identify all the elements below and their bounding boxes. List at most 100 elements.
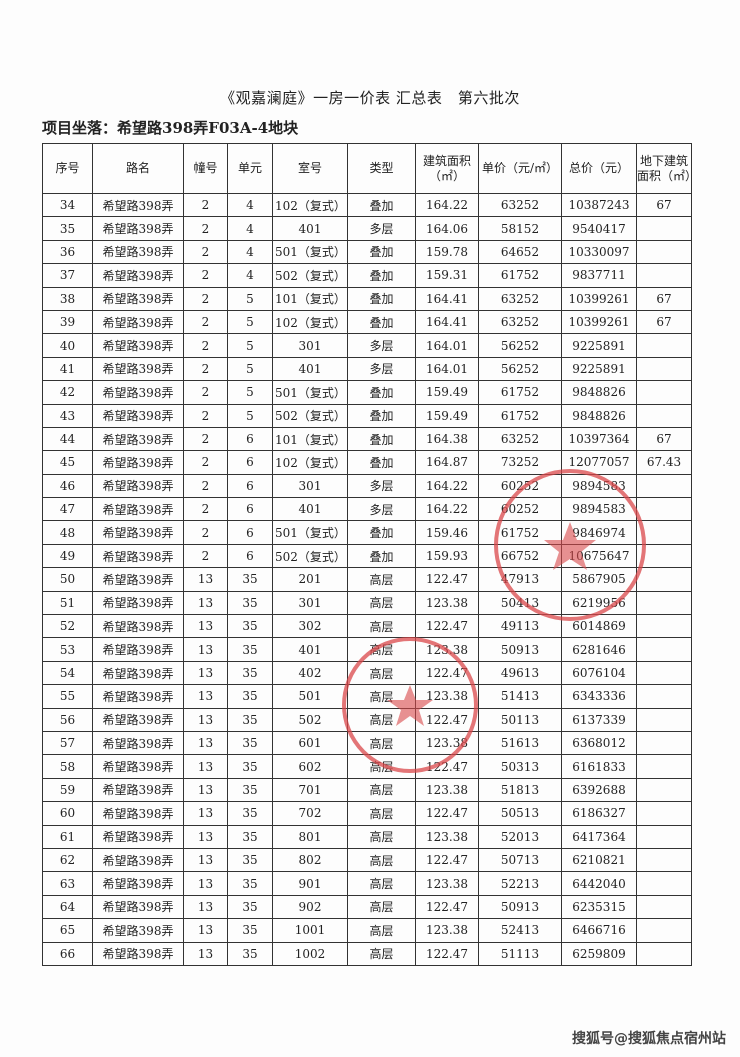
cell-total-price: 6442040 — [561, 871, 637, 896]
cell-room: 501（复式） — [272, 380, 348, 405]
cell-seq: 34 — [42, 192, 93, 218]
table-row: 61 希望路398弄 13 35 801 高层 123.38 52013 6417364 — [42, 824, 692, 849]
cell-unit: 5 — [227, 403, 273, 428]
cell-area: 123.38 — [415, 871, 479, 896]
cell-area: 123.38 — [415, 824, 479, 849]
cell-type: 高层 — [347, 590, 416, 616]
cell-type: 高层 — [347, 730, 416, 756]
cell-area: 123.38 — [415, 777, 479, 803]
cell-basement-area — [636, 356, 692, 382]
cell-total-price: 6014869 — [561, 614, 637, 639]
cell-seq: 50 — [42, 567, 93, 592]
cell-room: 502（复式） — [272, 543, 348, 569]
cell-road: 希望路398弄 — [92, 614, 184, 639]
cell-unit-price: 63252 — [478, 309, 562, 335]
cell-room: 101（复式） — [272, 426, 348, 452]
cell-building: 2 — [183, 263, 228, 288]
cell-basement-area — [636, 333, 692, 358]
cell-area: 159.49 — [415, 403, 479, 428]
column-header-basement-area: 地下建筑面积（㎡） — [636, 143, 692, 194]
column-header-area: 建筑面积（㎡） — [415, 143, 479, 194]
cell-room: 102（复式） — [272, 309, 348, 335]
cell-building: 2 — [183, 426, 228, 452]
cell-basement-area — [636, 637, 692, 662]
cell-building: 13 — [183, 684, 228, 709]
cell-building: 13 — [183, 614, 228, 639]
cell-unit-price: 63252 — [478, 286, 562, 311]
cell-area: 164.22 — [415, 497, 479, 522]
cell-seq: 66 — [42, 941, 93, 966]
cell-type: 高层 — [347, 637, 416, 662]
cell-total-price: 10387243 — [561, 192, 637, 218]
cell-total-price: 9848826 — [561, 403, 637, 428]
cell-type: 叠加 — [347, 426, 416, 452]
cell-room: 801 — [272, 824, 348, 849]
cell-building: 13 — [183, 777, 228, 803]
cell-seq: 51 — [42, 590, 93, 616]
cell-basement-area — [636, 239, 692, 265]
cell-unit-price: 49113 — [478, 614, 562, 639]
cell-unit: 35 — [227, 894, 273, 920]
cell-type: 高层 — [347, 941, 416, 966]
cell-basement-area — [636, 380, 692, 405]
table-row: 65 希望路398弄 13 35 1001 高层 123.38 52413 6466716 — [42, 918, 692, 943]
cell-total-price: 6186327 — [561, 801, 637, 826]
cell-road: 希望路398弄 — [92, 824, 184, 849]
cell-road: 希望路398弄 — [92, 941, 184, 966]
cell-unit: 35 — [227, 590, 273, 616]
cell-area: 164.22 — [415, 192, 479, 218]
cell-unit: 35 — [227, 637, 273, 662]
cell-seq: 61 — [42, 824, 93, 849]
cell-seq: 63 — [42, 871, 93, 896]
cell-seq: 45 — [42, 450, 93, 475]
table-row: 57 希望路398弄 13 35 601 高层 123.38 51613 6368012 — [42, 730, 692, 756]
table-row: 54 希望路398弄 13 35 402 高层 122.47 49613 6076104 — [42, 660, 692, 686]
cell-area: 164.87 — [415, 450, 479, 475]
document-title: 《观嘉澜庭》一房一价表 汇总表 第六批次 — [220, 89, 520, 107]
cell-room: 301 — [272, 590, 348, 616]
cell-seq: 57 — [42, 730, 93, 756]
table-row: 50 希望路398弄 13 35 201 高层 122.47 47913 5867905 — [42, 567, 692, 592]
cell-building: 2 — [183, 497, 228, 522]
cell-unit: 35 — [227, 801, 273, 826]
cell-unit: 6 — [227, 426, 273, 452]
cell-seq: 47 — [42, 497, 93, 522]
table-row: 45 希望路398弄 2 6 102（复式） 叠加 164.87 73252 12077057 6… — [42, 450, 692, 475]
cell-unit: 6 — [227, 543, 273, 569]
cell-unit-price: 52213 — [478, 871, 562, 896]
cell-room: 601 — [272, 730, 348, 756]
cell-type: 高层 — [347, 614, 416, 639]
cell-room: 402 — [272, 660, 348, 686]
column-header-seq: 序号 — [42, 143, 93, 194]
cell-seq: 41 — [42, 356, 93, 382]
cell-basement-area — [636, 730, 692, 756]
cell-unit-price: 56252 — [478, 333, 562, 358]
cell-unit-price: 51613 — [478, 730, 562, 756]
cell-road: 希望路398弄 — [92, 403, 184, 428]
cell-room: 501 — [272, 684, 348, 709]
cell-road: 希望路398弄 — [92, 356, 184, 382]
cell-unit: 5 — [227, 333, 273, 358]
table-row: 35 希望路398弄 2 4 401 多层 164.06 58152 9540417 — [42, 216, 692, 241]
cell-building: 2 — [183, 286, 228, 311]
cell-area: 123.38 — [415, 684, 479, 709]
table-row: 66 希望路398弄 13 35 1002 高层 122.47 51113 6259809 — [42, 941, 692, 966]
cell-basement-area — [636, 684, 692, 709]
cell-room: 301 — [272, 333, 348, 358]
cell-room: 401 — [272, 356, 348, 382]
cell-room: 302 — [272, 614, 348, 639]
cell-type: 高层 — [347, 684, 416, 709]
cell-type: 高层 — [347, 754, 416, 779]
cell-road: 希望路398弄 — [92, 707, 184, 732]
cell-seq: 62 — [42, 847, 93, 873]
cell-basement-area: 67 — [636, 309, 692, 335]
cell-total-price: 9225891 — [561, 333, 637, 358]
table-row: 48 希望路398弄 2 6 501（复式） 叠加 159.46 61752 9846974 — [42, 520, 692, 545]
cell-unit-price: 60252 — [478, 473, 562, 499]
cell-total-price: 6161833 — [561, 754, 637, 779]
cell-area: 122.47 — [415, 660, 479, 686]
cell-road: 希望路398弄 — [92, 894, 184, 920]
cell-basement-area — [636, 660, 692, 686]
cell-total-price: 9846974 — [561, 520, 637, 545]
